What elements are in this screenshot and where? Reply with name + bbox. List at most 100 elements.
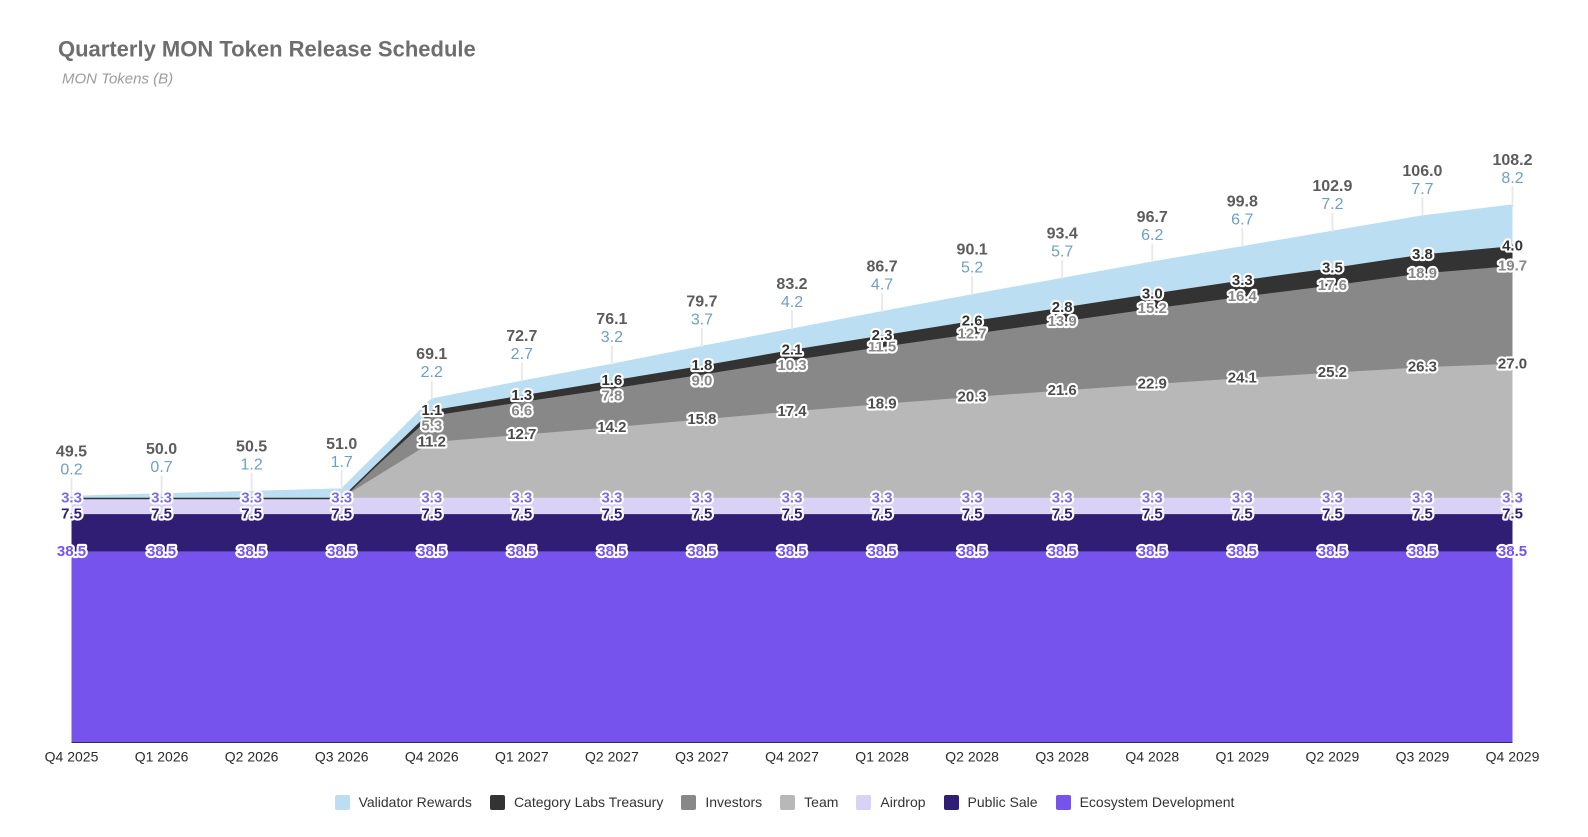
svg-text:25.2: 25.2 [1318, 364, 1347, 381]
svg-text:86.7: 86.7 [866, 259, 897, 276]
svg-text:3.3: 3.3 [421, 489, 442, 506]
svg-text:15.8: 15.8 [687, 411, 716, 428]
svg-text:Q4 2026: Q4 2026 [405, 749, 459, 765]
svg-text:22.9: 22.9 [1138, 376, 1167, 393]
svg-text:5.3: 5.3 [421, 417, 442, 434]
svg-text:Q3 2027: Q3 2027 [675, 749, 729, 765]
svg-text:83.2: 83.2 [776, 276, 807, 293]
svg-text:6.7: 6.7 [1231, 212, 1253, 229]
svg-text:2.6: 2.6 [962, 313, 983, 330]
svg-text:3.3: 3.3 [331, 489, 352, 506]
svg-text:7.5: 7.5 [1052, 506, 1073, 523]
svg-text:27.0: 27.0 [1498, 355, 1527, 372]
svg-text:4.0: 4.0 [1502, 238, 1523, 255]
svg-text:3.3: 3.3 [782, 489, 803, 506]
svg-text:1.7: 1.7 [331, 454, 353, 471]
svg-text:19.7: 19.7 [1498, 257, 1527, 274]
svg-text:7.5: 7.5 [692, 506, 713, 523]
svg-text:38.5: 38.5 [417, 543, 446, 560]
svg-text:Q2 2026: Q2 2026 [225, 749, 279, 765]
svg-text:Q4 2027: Q4 2027 [765, 749, 819, 765]
svg-text:11.2: 11.2 [418, 434, 446, 451]
svg-text:7.5: 7.5 [782, 506, 803, 523]
svg-text:69.1: 69.1 [416, 346, 447, 363]
svg-text:17.6: 17.6 [1318, 277, 1347, 294]
svg-text:13.9: 13.9 [1048, 313, 1077, 330]
svg-text:7.5: 7.5 [1322, 506, 1343, 523]
svg-text:7.5: 7.5 [601, 506, 622, 523]
svg-text:3.3: 3.3 [241, 489, 262, 506]
svg-text:Q1 2026: Q1 2026 [135, 749, 189, 765]
svg-text:99.8: 99.8 [1227, 194, 1258, 211]
svg-text:3.3: 3.3 [61, 489, 82, 506]
svg-text:38.5: 38.5 [327, 543, 356, 560]
svg-text:7.5: 7.5 [1142, 506, 1163, 523]
svg-text:3.3: 3.3 [601, 489, 622, 506]
svg-text:93.4: 93.4 [1047, 225, 1078, 242]
svg-text:38.5: 38.5 [777, 543, 806, 560]
svg-text:72.7: 72.7 [506, 328, 537, 345]
svg-text:38.5: 38.5 [958, 543, 987, 560]
svg-text:38.5: 38.5 [507, 543, 536, 560]
svg-text:49.5: 49.5 [56, 443, 87, 460]
svg-text:3.2: 3.2 [601, 329, 623, 346]
svg-text:21.6: 21.6 [1048, 382, 1077, 399]
svg-text:11.5: 11.5 [868, 338, 896, 355]
svg-text:7.5: 7.5 [241, 506, 262, 523]
svg-text:3.3: 3.3 [692, 489, 713, 506]
svg-text:7.5: 7.5 [1502, 506, 1523, 523]
svg-text:26.3: 26.3 [1408, 359, 1437, 376]
svg-text:Q1 2029: Q1 2029 [1215, 749, 1269, 765]
svg-text:3.3: 3.3 [1322, 489, 1343, 506]
svg-text:Q3 2028: Q3 2028 [1035, 749, 1089, 765]
svg-text:12.7: 12.7 [958, 325, 987, 342]
svg-text:38.5: 38.5 [147, 543, 176, 560]
svg-text:MON Tokens (B): MON Tokens (B) [62, 71, 173, 88]
svg-text:76.1: 76.1 [596, 311, 627, 328]
svg-text:3.3: 3.3 [1412, 489, 1433, 506]
svg-text:38.5: 38.5 [57, 543, 86, 560]
svg-text:6.2: 6.2 [1141, 227, 1163, 244]
svg-text:6.6: 6.6 [511, 403, 532, 420]
svg-text:108.2: 108.2 [1492, 152, 1532, 169]
svg-text:9.0: 9.0 [692, 373, 713, 390]
svg-text:3.3: 3.3 [962, 489, 983, 506]
svg-text:12.7: 12.7 [507, 426, 536, 443]
svg-text:14.2: 14.2 [597, 419, 626, 436]
svg-text:Q2 2027: Q2 2027 [585, 749, 639, 765]
svg-text:4.7: 4.7 [871, 277, 893, 294]
svg-text:7.5: 7.5 [151, 506, 172, 523]
svg-text:3.7: 3.7 [691, 311, 713, 328]
svg-text:102.9: 102.9 [1312, 178, 1352, 195]
svg-text:0.7: 0.7 [150, 459, 172, 476]
svg-text:38.5: 38.5 [597, 543, 626, 560]
svg-text:3.3: 3.3 [1142, 489, 1163, 506]
svg-text:0.2: 0.2 [60, 461, 82, 478]
svg-text:8.2: 8.2 [1501, 170, 1523, 187]
svg-text:3.8: 3.8 [1412, 246, 1433, 263]
svg-text:2.3: 2.3 [872, 327, 893, 344]
svg-text:3.3: 3.3 [151, 489, 172, 506]
svg-text:17.4: 17.4 [777, 403, 807, 420]
svg-text:Q1 2027: Q1 2027 [495, 749, 549, 765]
svg-text:Q4 2029: Q4 2029 [1486, 749, 1540, 765]
svg-text:3.3: 3.3 [1232, 489, 1253, 506]
svg-text:1.3: 1.3 [511, 387, 532, 404]
svg-text:7.5: 7.5 [421, 506, 442, 523]
svg-text:3.3: 3.3 [1502, 489, 1523, 506]
svg-text:38.5: 38.5 [687, 543, 716, 560]
svg-text:7.5: 7.5 [1232, 506, 1253, 523]
svg-text:1.1: 1.1 [421, 402, 442, 419]
svg-text:5.2: 5.2 [961, 260, 983, 277]
svg-text:7.2: 7.2 [1321, 196, 1343, 213]
svg-text:7.5: 7.5 [511, 506, 532, 523]
svg-text:16.4: 16.4 [1228, 288, 1258, 305]
svg-text:38.5: 38.5 [1318, 543, 1347, 560]
svg-text:3.3: 3.3 [1052, 489, 1073, 506]
svg-text:Q3 2029: Q3 2029 [1396, 749, 1450, 765]
svg-text:7.5: 7.5 [61, 506, 82, 523]
svg-text:38.5: 38.5 [237, 543, 266, 560]
svg-text:3.3: 3.3 [872, 489, 893, 506]
svg-text:15.2: 15.2 [1138, 300, 1167, 317]
svg-text:18.9: 18.9 [1408, 265, 1437, 282]
